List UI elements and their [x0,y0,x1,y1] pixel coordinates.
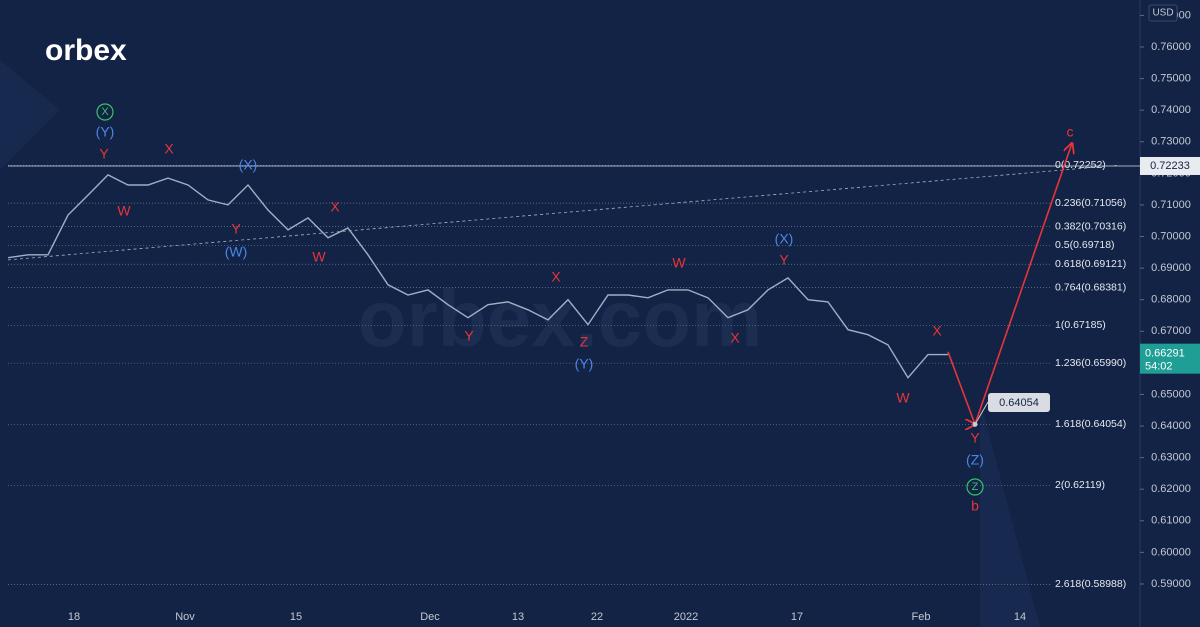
wave-label: X [932,323,942,339]
wave-label: X [730,330,740,346]
y-tick-label: 0.74000 [1151,104,1191,116]
fib-label: 0.236(0.71056) [1055,197,1126,209]
fib-label: 2(0.62119) [1055,479,1105,491]
currency: USD [1152,8,1173,19]
wave-label: W [672,255,686,271]
wave-label: c [1067,124,1074,140]
wave-label: Z [972,481,979,493]
x-tick-label: 13 [512,611,524,623]
wave-label: (W) [225,244,248,260]
watermark: orbex.com [358,274,763,363]
y-tick-label: 0.75000 [1151,72,1191,84]
trendline [7,164,1121,261]
wave-label: Z [580,334,589,350]
x-tick-label: Feb [912,611,931,623]
y-tick-label: 0.63000 [1151,452,1191,464]
y-tick-label: 0.59000 [1151,578,1191,590]
x-tick-label: 14 [1014,611,1026,623]
y-tick-label: 0.60000 [1151,546,1191,558]
price-line-series [7,174,948,379]
wave-label: W [117,203,131,219]
wave-label: Y [99,146,109,162]
wave-label: W [896,390,910,406]
fib-label: 1.618(0.64054) [1055,418,1126,430]
wave-label: X [551,269,561,285]
y-tick-label: 0.65000 [1151,388,1191,400]
wave-label: (X) [239,157,258,173]
callout-box [988,393,1050,412]
wave-label: (Z) [966,452,984,468]
wave-label: W [312,249,326,265]
wave-label: (Y) [575,356,594,372]
fib-label: 2.618(0.58988) [1055,578,1126,590]
wave-label: (X) [775,231,794,247]
countdown: 54:02 [1145,361,1173,373]
price-line-label: 0.72233 [1150,160,1190,172]
wave-label: X [101,106,109,118]
x-tick-label: 18 [68,611,80,623]
wave-label: (Y) [96,124,115,140]
fib-label: 0.764(0.68381) [1055,281,1126,293]
x-tick-label: Dec [420,611,440,623]
x-tick-label: 17 [791,611,803,623]
wave-label: X [330,199,340,215]
y-tick-label: 0.76000 [1151,41,1191,53]
y-tick-label: 0.61000 [1151,515,1191,527]
x-tick-label: Nov [175,611,195,623]
fib-label: 1(0.67185) [1055,319,1106,331]
x-tick-label: 15 [290,611,302,623]
wave-label: Y [779,252,789,268]
wave-circle [966,478,984,496]
y-tick-label: 0.69000 [1151,262,1191,274]
wave-label: Y [970,430,980,446]
wave-label: X [164,141,174,157]
logo: orbex [45,34,127,67]
y-tick-label: 0.70000 [1151,230,1191,242]
wave-label: b [971,498,979,514]
callout-label: 0.64054 [999,397,1039,409]
fib-label: 0.5(0.69718) [1055,239,1115,251]
y-tick-label: 0.71000 [1151,199,1191,211]
wave-label: Y [464,328,474,344]
y-tick-label: 0.68000 [1151,294,1191,306]
wave-label: Y [231,221,241,237]
y-tick-label: 0.64000 [1151,420,1191,432]
wave-circle [96,103,114,121]
y-tick-label: 0.62000 [1151,483,1191,495]
last-price: 0.66291 [1145,348,1185,360]
y-tick-label: 0.67000 [1151,325,1191,337]
x-tick-label: 2022 [674,611,698,623]
last-price-box [1140,343,1200,374]
x-tick-label: 22 [591,611,603,623]
fib-label: 0.618(0.69121) [1055,258,1126,270]
price-line-box [1140,156,1200,175]
fib-label: 1.236(0.65990) [1055,357,1126,369]
currency-box[interactable] [1148,4,1178,22]
fib-label: 0.382(0.70316) [1055,220,1126,232]
y-tick-label: 0.73000 [1151,136,1191,148]
callout-line [974,401,989,425]
